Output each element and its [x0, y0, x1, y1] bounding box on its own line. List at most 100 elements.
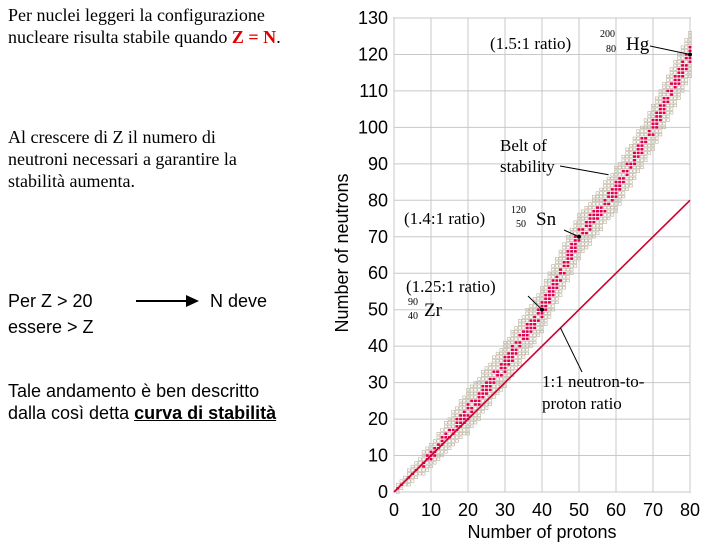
unstable-nuclide — [492, 362, 496, 366]
stable-nuclide — [636, 151, 640, 155]
unstable-nuclide — [477, 410, 481, 414]
unstable-nuclide — [562, 278, 566, 283]
unstable-nuclide — [677, 96, 681, 100]
annotation-leader-line — [649, 45, 691, 55]
stable-nuclide — [607, 191, 611, 195]
stable-nuclide — [651, 126, 655, 129]
unstable-nuclide — [484, 373, 489, 377]
stable-nuclide — [503, 363, 507, 366]
unstable-nuclide — [654, 103, 659, 108]
unstable-nuclide — [555, 268, 559, 272]
stable-nuclide — [670, 89, 673, 93]
unstable-nuclide — [673, 96, 677, 100]
unstable-nuclide — [495, 381, 500, 385]
unstable-nuclide — [629, 144, 633, 148]
unstable-nuclide — [514, 337, 518, 341]
unstable-nuclide — [444, 424, 448, 428]
unstable-nuclide — [647, 114, 652, 119]
stable-nuclide — [618, 184, 622, 187]
unstable-nuclide — [403, 483, 407, 487]
unstable-nuclide — [610, 176, 615, 181]
unstable-nuclide — [569, 260, 574, 264]
unstable-nuclide — [643, 122, 648, 126]
annotation-hg-mass: 200 — [600, 29, 615, 40]
unstable-nuclide — [495, 362, 500, 366]
unstable-nuclide — [603, 220, 607, 224]
y-tick-label: 100 — [358, 117, 388, 137]
annotation-sn-symbol: Sn — [536, 209, 557, 230]
unstable-nuclide — [492, 359, 496, 363]
stable-nuclide — [655, 115, 659, 118]
unstable-nuclide — [632, 176, 637, 181]
unstable-nuclide — [636, 140, 640, 144]
unstable-nuclide — [688, 71, 692, 75]
unstable-nuclide — [677, 89, 681, 93]
unstable-nuclide — [466, 428, 470, 432]
stable-nuclide — [466, 406, 470, 410]
unstable-nuclide — [621, 158, 626, 162]
unstable-nuclide — [514, 355, 518, 359]
unstable-nuclide — [466, 432, 470, 436]
unstable-nuclide — [440, 453, 444, 458]
stable-nuclide — [573, 235, 577, 239]
y-tick-label: 110 — [359, 81, 388, 101]
y-tick-label: 50 — [368, 300, 388, 320]
unstable-nuclide — [562, 242, 566, 246]
unstable-nuclide — [447, 446, 452, 450]
stable-nuclide — [477, 395, 481, 399]
unstable-nuclide — [543, 315, 548, 319]
unstable-nuclide — [451, 417, 455, 421]
unstable-nuclide — [458, 406, 463, 410]
stable-nuclide — [647, 129, 651, 133]
unstable-nuclide — [444, 446, 448, 450]
annotation-marker — [688, 52, 692, 57]
unstable-nuclide — [481, 406, 485, 410]
condition-end: essere > Z — [8, 316, 94, 338]
unstable-nuclide — [684, 60, 689, 64]
unstable-nuclide — [577, 213, 581, 217]
unstable-nuclide — [462, 399, 467, 403]
unstable-nuclide — [666, 107, 670, 111]
unstable-nuclide — [473, 417, 478, 421]
annotation-leader-line — [563, 229, 580, 238]
unstable-nuclide — [529, 340, 533, 345]
stable-nuclide — [485, 388, 488, 392]
unstable-nuclide — [662, 118, 666, 122]
unstable-nuclide — [492, 373, 496, 377]
unstable-nuclide — [551, 304, 555, 308]
unstable-nuclide — [603, 180, 607, 184]
stable-nuclide — [614, 184, 618, 187]
unstable-nuclide — [529, 337, 533, 341]
unstable-nuclide — [573, 253, 578, 257]
stable-nuclide — [588, 213, 592, 217]
unstable-nuclide — [577, 216, 581, 221]
stable-nuclide — [681, 75, 685, 78]
stable-nuclide — [636, 147, 640, 151]
unstable-nuclide — [436, 435, 441, 439]
unstable-nuclide — [580, 220, 585, 224]
stable-nuclide — [670, 93, 673, 96]
unstable-nuclide — [395, 483, 400, 487]
unstable-nuclide — [558, 286, 563, 290]
unstable-nuclide — [625, 176, 629, 181]
unstable-nuclide — [651, 111, 655, 115]
unstable-nuclide — [569, 235, 574, 239]
stable-nuclide — [673, 78, 677, 82]
stable-nuclide — [644, 140, 648, 144]
stability-chart: 0 10 20 30 40 50 60 70 80 0 10 20 30 40 50 60 70 80 90 100 1… — [332, 8, 700, 542]
unstable-nuclide — [621, 173, 626, 177]
unstable-nuclide — [488, 370, 492, 374]
stability-curve-link[interactable]: curva di stabilità — [134, 403, 277, 423]
unstable-nuclide — [525, 315, 529, 319]
unstable-nuclide — [521, 319, 526, 323]
stable-nuclide — [433, 446, 437, 450]
unstable-nuclide — [669, 100, 674, 104]
stable-nuclide — [651, 118, 655, 122]
stable-nuclide — [547, 297, 551, 301]
y-tick-label: 120 — [358, 44, 388, 64]
unstable-nuclide — [469, 388, 474, 392]
unstable-nuclide — [592, 202, 596, 206]
unstable-nuclide — [503, 348, 507, 352]
unstable-nuclide — [514, 333, 518, 337]
stable-nuclide — [588, 217, 592, 220]
